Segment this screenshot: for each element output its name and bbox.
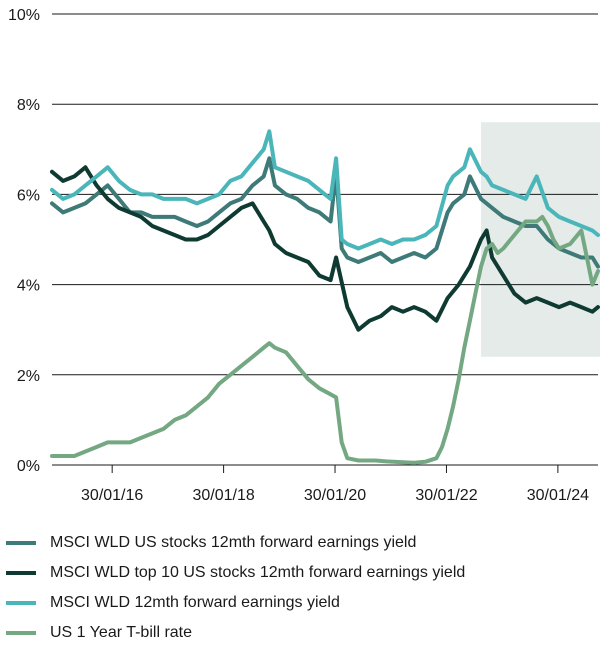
legend-label: MSCI WLD US stocks 12mth forward earning…	[50, 534, 417, 551]
y-tick-label: 0%	[17, 458, 40, 475]
legend-swatch	[6, 601, 36, 605]
shaded-region	[481, 122, 600, 357]
x-axis: 30/01/16 30/01/18 30/01/20 30/01/22 30/01/24	[81, 465, 589, 504]
x-tick-label: 30/01/22	[415, 487, 477, 504]
legend-swatch	[6, 631, 36, 635]
legend-label: US 1 Year T-bill rate	[50, 624, 193, 641]
y-tick-label: 6%	[17, 187, 40, 204]
y-tick-label: 8%	[17, 97, 40, 114]
y-axis-ticks: 0% 2% 4% 6% 8% 10%	[8, 7, 40, 475]
chart: 0%2%4%6%8%10% 30/01/16 30/01/18 30/01/20 30…	[8, 7, 600, 504]
x-tick-label: 30/01/18	[192, 487, 254, 504]
y-tick-label: 4%	[17, 278, 40, 295]
y-tick-label: 2%	[17, 368, 40, 385]
x-tick-label: 30/01/20	[304, 487, 366, 504]
legend-item: MSCI WLD US stocks 12mth forward earning…	[6, 528, 596, 558]
legend-label: MSCI WLD 12mth forward earnings yield	[50, 594, 340, 611]
series-line	[50, 165, 600, 332]
x-tick-label: 30/01/24	[527, 487, 589, 504]
x-tick-label: 30/01/16	[81, 487, 143, 504]
y-tick-label: 10%	[8, 7, 40, 24]
legend-swatch	[6, 571, 36, 575]
legend-item: MSCI WLD 12mth forward earnings yield	[6, 588, 596, 618]
series-line	[50, 214, 600, 465]
legend: MSCI WLD US stocks 12mth forward earning…	[6, 528, 596, 648]
series-lines	[50, 129, 600, 465]
legend-label: MSCI WLD top 10 US stocks 12mth forward …	[50, 564, 466, 581]
series-line	[50, 129, 600, 251]
legend-item: MSCI WLD top 10 US stocks 12mth forward …	[6, 558, 596, 588]
legend-item: US 1 Year T-bill rate	[6, 618, 596, 648]
legend-swatch	[6, 541, 36, 545]
shaded-highlight-rect	[481, 122, 600, 357]
